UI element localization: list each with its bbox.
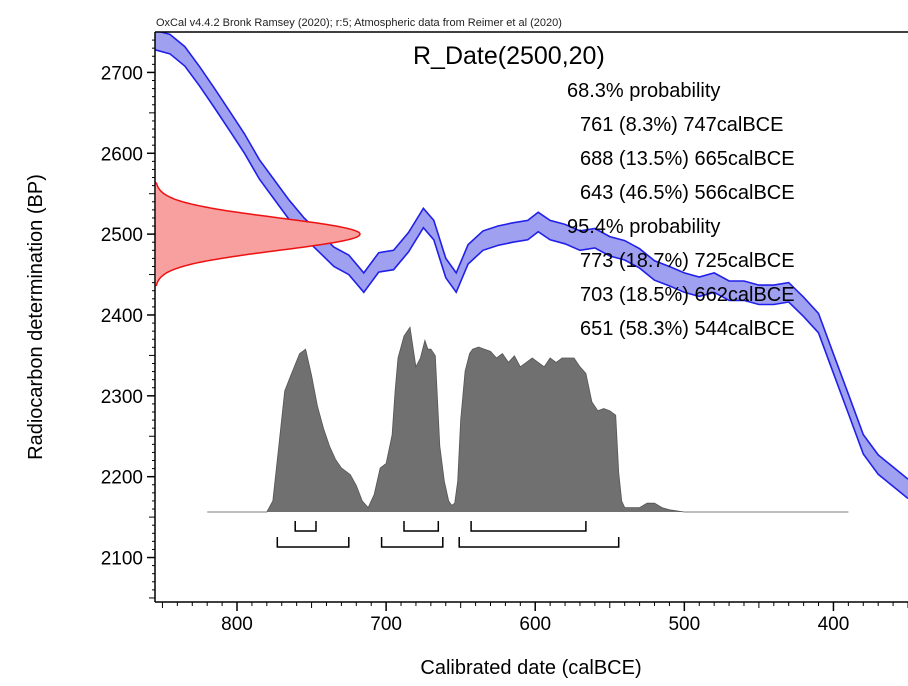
range-68-bar-3 <box>470 521 587 532</box>
measurement-outline <box>155 182 361 287</box>
range-95-bar-1 <box>276 537 350 548</box>
plot-area <box>155 32 908 548</box>
x-tick-label-600: 600 <box>519 614 551 635</box>
y-tick-label-2500: 2500 <box>101 225 143 246</box>
range-68-bar-1 <box>294 521 317 532</box>
y-tick-label-2700: 2700 <box>101 63 143 84</box>
y-axis-label: Radiocarbon determination (BP) <box>25 174 47 460</box>
y-tick-label-2300: 2300 <box>101 387 143 408</box>
calibration-curve-upper <box>157 32 908 480</box>
x-tick-label-500: 500 <box>668 614 700 635</box>
probability-panel: 68.3% probability 761 (8.3%) 747calBCE 6… <box>567 80 795 340</box>
range-bars-layer <box>276 521 620 548</box>
x-axis-label: Calibrated date (calBCE) <box>420 657 641 679</box>
measurement-layer <box>155 182 361 287</box>
y-tick-label-2100: 2100 <box>101 549 143 570</box>
posterior-area <box>207 327 849 512</box>
prob-68-range-3: 643 (46.5%) 566calBCE <box>580 182 795 204</box>
prob-68-range-1: 761 (8.3%) 747calBCE <box>580 114 783 136</box>
prob-95-range-3: 651 (58.3%) 544calBCE <box>580 318 795 340</box>
measurement-distribution <box>155 182 360 286</box>
prob-68-label: 68.3% probability <box>567 80 720 102</box>
range-68-bar-2 <box>403 521 440 532</box>
prob-68-range-2: 688 (13.5%) 665calBCE <box>580 148 795 170</box>
posterior-layer <box>207 326 849 513</box>
posterior-outline <box>207 326 849 513</box>
prob-95-range-1: 773 (18.7%) 725calBCE <box>580 250 795 272</box>
y-tick-label-2600: 2600 <box>101 144 143 165</box>
y-tick-label-2400: 2400 <box>101 306 143 327</box>
calibration-curve-layer <box>155 32 908 500</box>
x-tick-label-800: 800 <box>221 614 253 635</box>
calibration-curve-lower <box>155 49 908 500</box>
axes <box>154 31 908 603</box>
x-tick-label-700: 700 <box>370 614 402 635</box>
ticks-layer: 800 700 600 500 400 2100 2200 2300 2400 2500 2600 2… <box>101 39 908 635</box>
prob-95-range-2: 703 (18.5%) 662calBCE <box>580 284 795 306</box>
range-95-bar-3 <box>458 537 620 548</box>
range-95-bar-2 <box>380 537 444 548</box>
x-tick-label-400: 400 <box>818 614 850 635</box>
prob-95-label: 95.4% probability <box>567 216 720 238</box>
chart-title: R_Date(2500,20) <box>413 42 605 70</box>
y-tick-label-2200: 2200 <box>101 468 143 489</box>
chart-credit: OxCal v4.4.2 Bronk Ramsey (2020); r:5; A… <box>156 17 562 29</box>
